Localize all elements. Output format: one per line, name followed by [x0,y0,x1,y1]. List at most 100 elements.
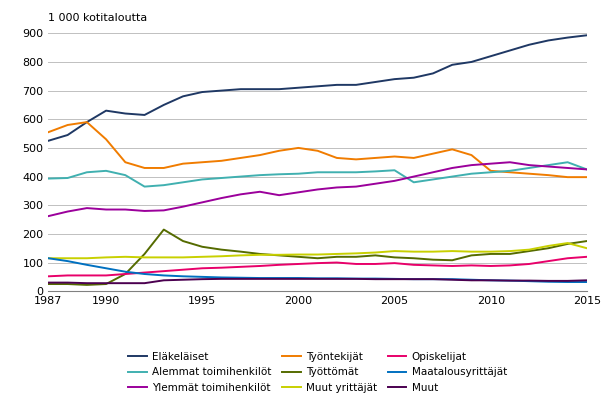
Työntekijät [353,157,360,162]
Muut yrittäjät [526,247,533,252]
Ylemmät toimihenkilöt [275,193,283,198]
Maatalousyrittäjät [295,275,302,280]
Ylemmät toimihenkilöt [544,164,552,169]
Työntekijät [122,160,129,165]
Opiskelijat [449,263,456,268]
Alemmat toimihenkilöt [410,180,417,185]
Opiskelijat [333,260,341,265]
Eläkeläiset [275,87,283,92]
Työttömät [257,251,264,256]
Työntekijät [314,148,321,153]
Työntekijät [218,158,225,163]
Työttömät [218,247,225,252]
Maatalousyrittäjät [430,277,437,282]
Alemmat toimihenkilöt [314,170,321,175]
Opiskelijat [141,270,148,275]
Eläkeläiset [180,94,187,99]
Maatalousyrittäjät [83,262,91,267]
Työttömät [449,258,456,263]
Työttömät [526,249,533,254]
Muut [526,278,533,283]
Opiskelijat [64,273,71,278]
Työntekijät [160,166,168,171]
Ylemmät toimihenkilöt [430,170,437,175]
Työntekijät [564,175,571,180]
Opiskelijat [468,263,475,268]
Ylemmät toimihenkilöt [314,187,321,192]
Työttömät [122,272,129,277]
Muut yrittäjät [583,246,590,251]
Maatalousyrittäjät [506,278,514,283]
Muut yrittäjät [564,240,571,245]
Muut [295,276,302,281]
Työntekijät [371,156,379,161]
Maatalousyrittäjät [564,280,571,285]
Opiskelijat [275,262,283,267]
Työttömät [564,241,571,246]
Eläkeläiset [218,88,225,93]
Alemmat toimihenkilöt [275,172,283,177]
Eläkeläiset [237,87,244,92]
Alemmat toimihenkilöt [83,170,91,175]
Muut [430,277,437,282]
Työttömät [314,256,321,261]
Line: Työntekijät: Työntekijät [48,122,587,177]
Työttömät [275,253,283,258]
Ylemmät toimihenkilöt [468,163,475,168]
Eläkeläiset [506,48,514,53]
Muut [122,281,129,286]
Työttömät [237,249,244,254]
Maatalousyrittäjät [141,272,148,277]
Ylemmät toimihenkilöt [64,209,71,214]
Ylemmät toimihenkilöt [45,214,52,219]
Maatalousyrittäjät [102,266,110,271]
Muut [371,277,379,282]
Työntekijät [430,151,437,156]
Eläkeläiset [295,85,302,90]
Muut [449,277,456,282]
Ylemmät toimihenkilöt [141,208,148,213]
Työntekijät [257,153,264,158]
Muut [314,276,321,281]
Työttömät [544,246,552,251]
Maatalousyrittäjät [314,276,321,281]
Eläkeläiset [430,71,437,76]
Muut yrittäjät [257,253,264,258]
Alemmat toimihenkilöt [353,170,360,175]
Työntekijät [506,170,514,175]
Opiskelijat [122,272,129,277]
Alemmat toimihenkilöt [160,183,168,188]
Muut [487,278,494,283]
Ylemmät toimihenkilöt [564,166,571,171]
Maatalousyrittäjät [371,276,379,281]
Opiskelijat [583,254,590,259]
Muut yrittäjät [180,255,187,260]
Alemmat toimihenkilöt [180,180,187,185]
Muut yrittäjät [391,249,398,254]
Muut [468,278,475,283]
Muut yrittäjät [198,254,206,259]
Muut [64,280,71,285]
Opiskelijat [371,262,379,267]
Alemmat toimihenkilöt [64,176,71,181]
Opiskelijat [83,273,91,278]
Ylemmät toimihenkilöt [410,174,417,179]
Maatalousyrittäjät [468,277,475,282]
Eläkeläiset [122,111,129,116]
Työntekijät [449,147,456,152]
Opiskelijat [180,267,187,272]
Muut yrittäjät [141,255,148,260]
Muut [544,278,552,283]
Eläkeläiset [257,87,264,92]
Työttömät [506,251,514,256]
Eläkeläiset [391,77,398,82]
Ylemmät toimihenkilöt [160,208,168,213]
Ylemmät toimihenkilöt [102,207,110,212]
Maatalousyrittäjät [237,275,244,280]
Opiskelijat [526,262,533,267]
Muut [275,276,283,281]
Ylemmät toimihenkilöt [333,185,341,190]
Työttömät [45,282,52,287]
Muut [45,280,52,285]
Eläkeläiset [45,138,52,143]
